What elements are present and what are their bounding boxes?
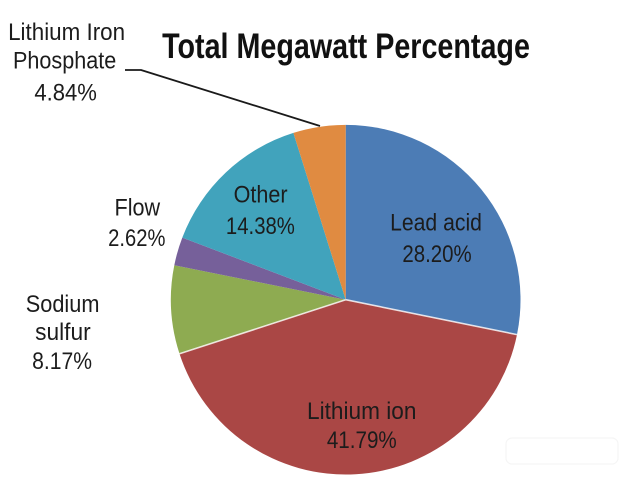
- svg-text:Lead acid: Lead acid: [390, 208, 482, 236]
- svg-text:Other: Other: [234, 180, 288, 208]
- svg-text:8.17%: 8.17%: [32, 347, 92, 375]
- svg-text:Flow: Flow: [115, 193, 161, 221]
- svg-text:4.84%: 4.84%: [34, 79, 97, 106]
- svg-text:Phosphate: Phosphate: [13, 46, 116, 74]
- svg-text:14.38%: 14.38%: [226, 212, 295, 239]
- svg-text:28.20%: 28.20%: [402, 240, 471, 267]
- svg-text:Lithium ion: Lithium ion: [307, 397, 416, 424]
- svg-text:Total Megawatt Percentage: Total Megawatt Percentage: [162, 26, 530, 65]
- svg-text:2.62%: 2.62%: [108, 224, 165, 251]
- svg-text:41.79%: 41.79%: [327, 426, 397, 453]
- svg-text:sulfur: sulfur: [35, 319, 91, 346]
- svg-text:Sodium: Sodium: [26, 290, 100, 318]
- svg-text:Lithium Iron: Lithium Iron: [8, 18, 125, 45]
